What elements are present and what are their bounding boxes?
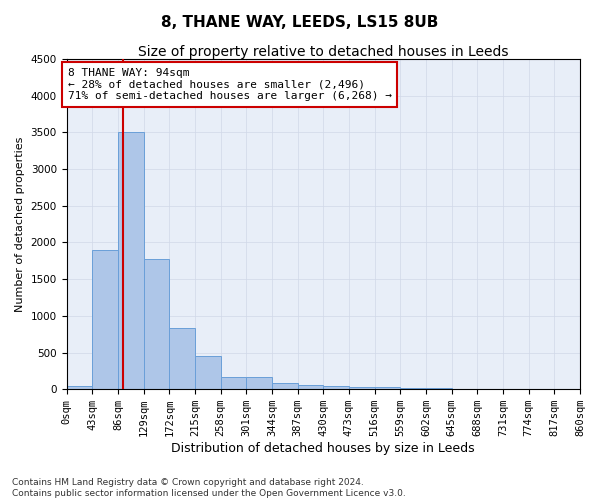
Bar [118, 132, 143, 389]
Bar [426, 388, 452, 389]
Bar [349, 386, 374, 389]
Text: 8, THANE WAY, LEEDS, LS15 8UB: 8, THANE WAY, LEEDS, LS15 8UB [161, 15, 439, 30]
Bar [400, 388, 426, 389]
Text: Contains HM Land Registry data © Crown copyright and database right 2024.
Contai: Contains HM Land Registry data © Crown c… [12, 478, 406, 498]
Bar [246, 378, 272, 389]
Bar [67, 386, 92, 389]
Title: Size of property relative to detached houses in Leeds: Size of property relative to detached ho… [138, 45, 509, 59]
Bar [221, 376, 246, 389]
Text: 8 THANE WAY: 94sqm
← 28% of detached houses are smaller (2,496)
71% of semi-deta: 8 THANE WAY: 94sqm ← 28% of detached hou… [68, 68, 392, 101]
Bar [92, 250, 118, 389]
Bar [323, 386, 349, 389]
X-axis label: Distribution of detached houses by size in Leeds: Distribution of detached houses by size … [172, 442, 475, 455]
Bar [143, 259, 169, 389]
Bar [374, 387, 400, 389]
Bar [298, 385, 323, 389]
Y-axis label: Number of detached properties: Number of detached properties [15, 136, 25, 312]
Bar [195, 356, 221, 389]
Bar [272, 382, 298, 389]
Bar [169, 328, 195, 389]
